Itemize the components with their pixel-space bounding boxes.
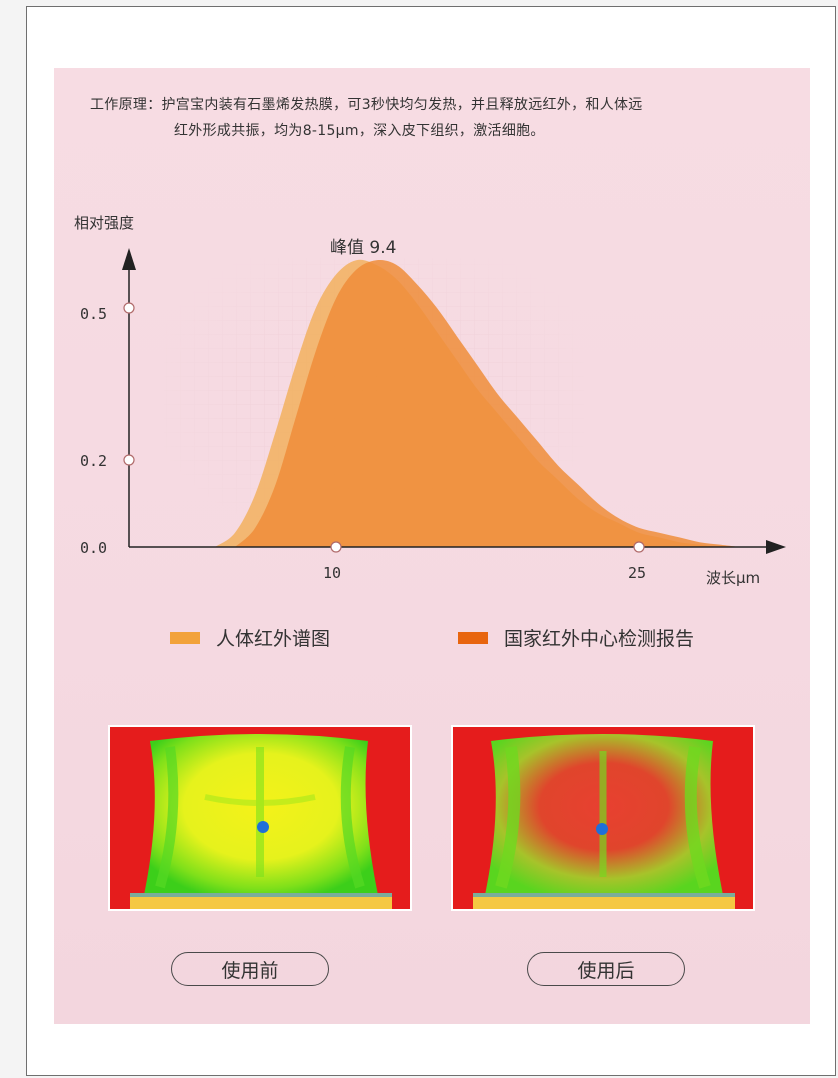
y-axis-arrow: [122, 248, 136, 270]
spectrum-chart: 相对强度 波长μm 峰值 9.4 0.5 0.2 0.0 10 25: [74, 214, 786, 587]
principle-text: 工作原理：护宫宝内装有石墨烯发热膜，可3秒快均匀发热，并且释放远红外，和人体远 …: [90, 92, 790, 144]
legend-label: 国家红外中心检测报告: [504, 628, 695, 650]
chart-legend: 人体红外谱图 国家红外中心检测报告: [170, 624, 770, 651]
y-tick-label: 0.0: [80, 539, 107, 557]
x-axis-title: 波长μm: [706, 569, 760, 587]
y-tick-marker: [123, 302, 135, 314]
legend-swatch: [458, 631, 488, 644]
principle-line-1: 工作原理：护宫宝内装有石墨烯发热膜，可3秒快均匀发热，并且释放远红外，和人体远: [90, 97, 643, 113]
x-axis-arrow: [766, 540, 786, 554]
thermal-image-after: [451, 725, 755, 911]
principle-line-2: 红外形成共振，均为8-15μm，深入皮下组织，激活细胞。: [174, 123, 545, 139]
legend-swatch: [170, 631, 200, 644]
thermal-image-before: [108, 725, 412, 911]
series-area-2: [235, 260, 740, 547]
before-use-button[interactable]: 使用前: [171, 952, 329, 986]
y-tick-marker: [123, 454, 135, 466]
legend-label: 人体红外谱图: [216, 628, 331, 650]
x-tick-marker: [633, 541, 645, 553]
after-use-button[interactable]: 使用后: [527, 952, 685, 986]
y-tick-label: 0.2: [80, 452, 107, 470]
legend-item-national: 国家红外中心检测报告: [458, 624, 694, 651]
x-tick-label: 10: [323, 564, 341, 582]
x-tick-label: 25: [628, 564, 646, 582]
legend-item-human: 人体红外谱图: [170, 624, 330, 651]
peak-label: 峰值 9.4: [330, 238, 396, 258]
product-panel: 工作原理：护宫宝内装有石墨烯发热膜，可3秒快均匀发热，并且释放远红外，和人体远 …: [54, 68, 810, 1024]
y-axis-title: 相对强度: [74, 214, 134, 232]
x-tick-marker: [330, 541, 342, 553]
chart-series-group: [214, 259, 741, 548]
y-tick-label: 0.5: [80, 305, 107, 323]
